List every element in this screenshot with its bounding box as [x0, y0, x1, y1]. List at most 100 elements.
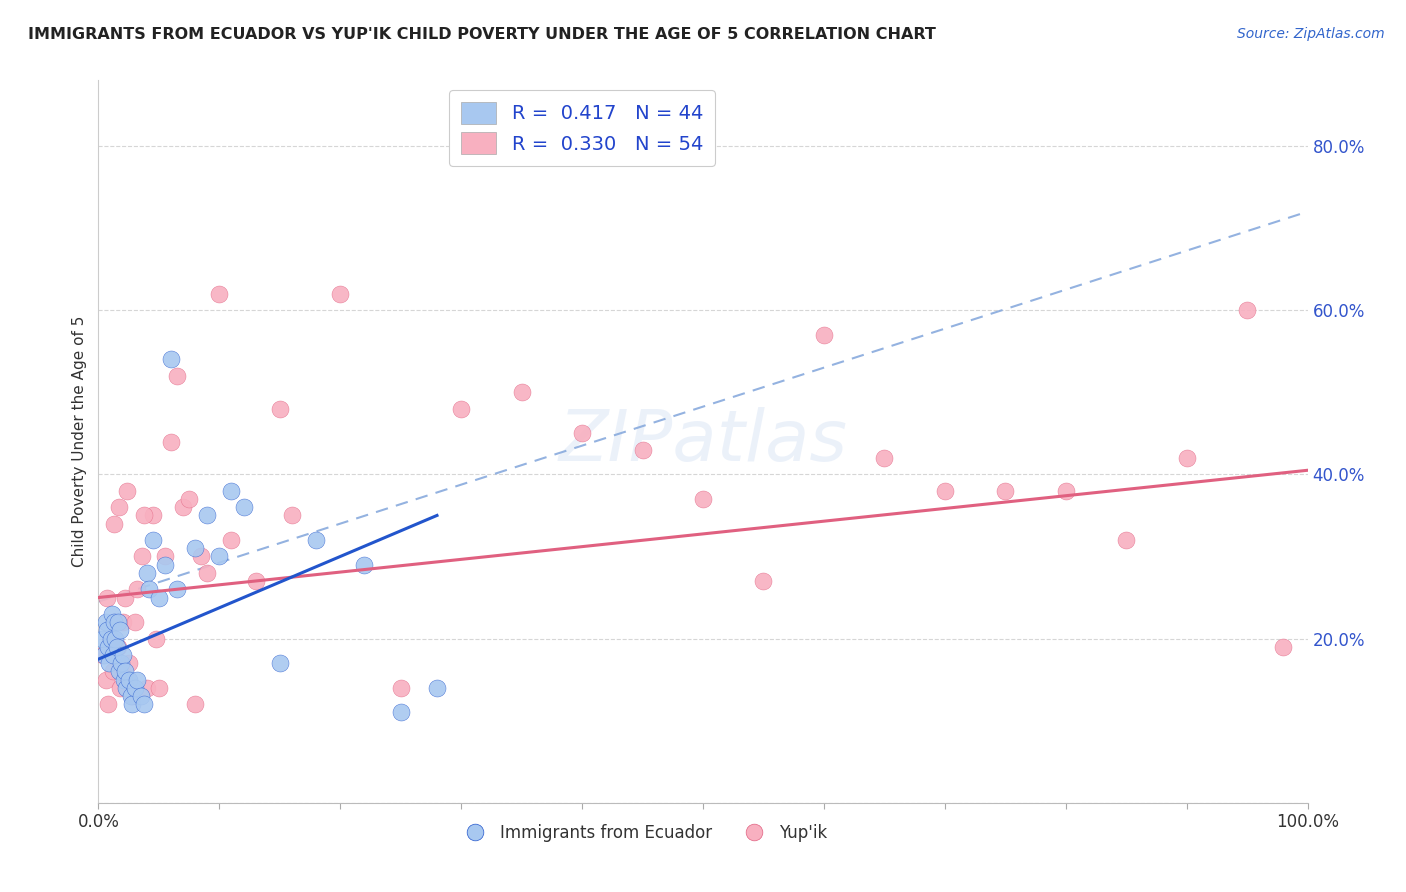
Point	[134, 508, 156, 523]
Point	[142, 508, 165, 523]
Point	[208, 286, 231, 301]
Legend: Immigrants from Ecuador, Yup'ik: Immigrants from Ecuador, Yup'ik	[451, 817, 834, 848]
Point	[94, 615, 117, 630]
Point	[108, 681, 131, 695]
Point	[100, 607, 122, 621]
Point	[389, 681, 412, 695]
Point	[305, 533, 328, 547]
Point	[232, 500, 254, 515]
Point	[172, 500, 194, 515]
Point	[160, 352, 183, 367]
Point	[166, 368, 188, 383]
Point	[118, 657, 141, 671]
Point	[124, 681, 146, 695]
Point	[114, 591, 136, 605]
Point	[107, 640, 129, 654]
Point	[100, 632, 122, 646]
Point	[195, 566, 218, 580]
Point	[631, 442, 654, 457]
Point	[131, 549, 153, 564]
Point	[91, 632, 114, 646]
Text: IMMIGRANTS FROM ECUADOR VS YUP'IK CHILD POVERTY UNDER THE AGE OF 5 CORRELATION C: IMMIGRANTS FROM ECUADOR VS YUP'IK CHILD …	[28, 27, 936, 42]
Point	[105, 640, 128, 654]
Point	[934, 483, 956, 498]
Point	[110, 657, 132, 671]
Point	[108, 665, 131, 679]
Point	[148, 591, 170, 605]
Point	[994, 483, 1017, 498]
Point	[97, 640, 120, 654]
Point	[269, 401, 291, 416]
Point	[195, 508, 218, 523]
Point	[97, 698, 120, 712]
Point	[269, 657, 291, 671]
Point	[114, 665, 136, 679]
Point	[184, 541, 207, 556]
Point	[117, 483, 139, 498]
Point	[142, 533, 165, 547]
Point	[107, 615, 129, 630]
Point	[124, 615, 146, 630]
Point	[108, 624, 131, 638]
Point	[1054, 483, 1077, 498]
Point	[1236, 303, 1258, 318]
Point	[145, 632, 167, 646]
Point	[221, 533, 243, 547]
Point	[104, 632, 127, 646]
Point	[129, 689, 152, 703]
Point	[121, 689, 143, 703]
Point	[134, 698, 156, 712]
Point	[813, 327, 835, 342]
Point	[115, 681, 138, 695]
Point	[510, 385, 533, 400]
Point	[100, 632, 122, 646]
Point	[1115, 533, 1137, 547]
Point	[94, 673, 117, 687]
Text: ZIPatlas: ZIPatlas	[558, 407, 848, 476]
Point	[245, 574, 267, 588]
Point	[184, 698, 207, 712]
Point	[208, 549, 231, 564]
Point	[138, 582, 160, 597]
Point	[1175, 450, 1198, 465]
Point	[127, 673, 149, 687]
Point	[179, 491, 201, 506]
Point	[98, 657, 121, 671]
Point	[108, 500, 131, 515]
Point	[112, 673, 135, 687]
Point	[103, 615, 125, 630]
Point	[121, 698, 143, 712]
Point	[103, 516, 125, 531]
Point	[160, 434, 183, 449]
Point	[118, 673, 141, 687]
Point	[148, 681, 170, 695]
Point	[135, 681, 157, 695]
Point	[91, 648, 114, 662]
Text: Source: ZipAtlas.com: Source: ZipAtlas.com	[1237, 27, 1385, 41]
Point	[281, 508, 304, 523]
Point	[450, 401, 472, 416]
Point	[104, 615, 127, 630]
Point	[692, 491, 714, 506]
Point	[873, 450, 896, 465]
Point	[135, 566, 157, 580]
Point	[426, 681, 449, 695]
Point	[221, 483, 243, 498]
Point	[190, 549, 212, 564]
Point	[96, 624, 118, 638]
Point	[127, 582, 149, 597]
Y-axis label: Child Poverty Under the Age of 5: Child Poverty Under the Age of 5	[72, 316, 87, 567]
Point	[120, 689, 142, 703]
Point	[111, 648, 134, 662]
Point	[101, 648, 124, 662]
Point	[93, 648, 115, 662]
Point	[96, 591, 118, 605]
Point	[166, 582, 188, 597]
Point	[571, 426, 593, 441]
Point	[153, 558, 176, 572]
Point	[111, 615, 134, 630]
Point	[329, 286, 352, 301]
Point	[752, 574, 775, 588]
Point	[101, 665, 124, 679]
Point	[353, 558, 375, 572]
